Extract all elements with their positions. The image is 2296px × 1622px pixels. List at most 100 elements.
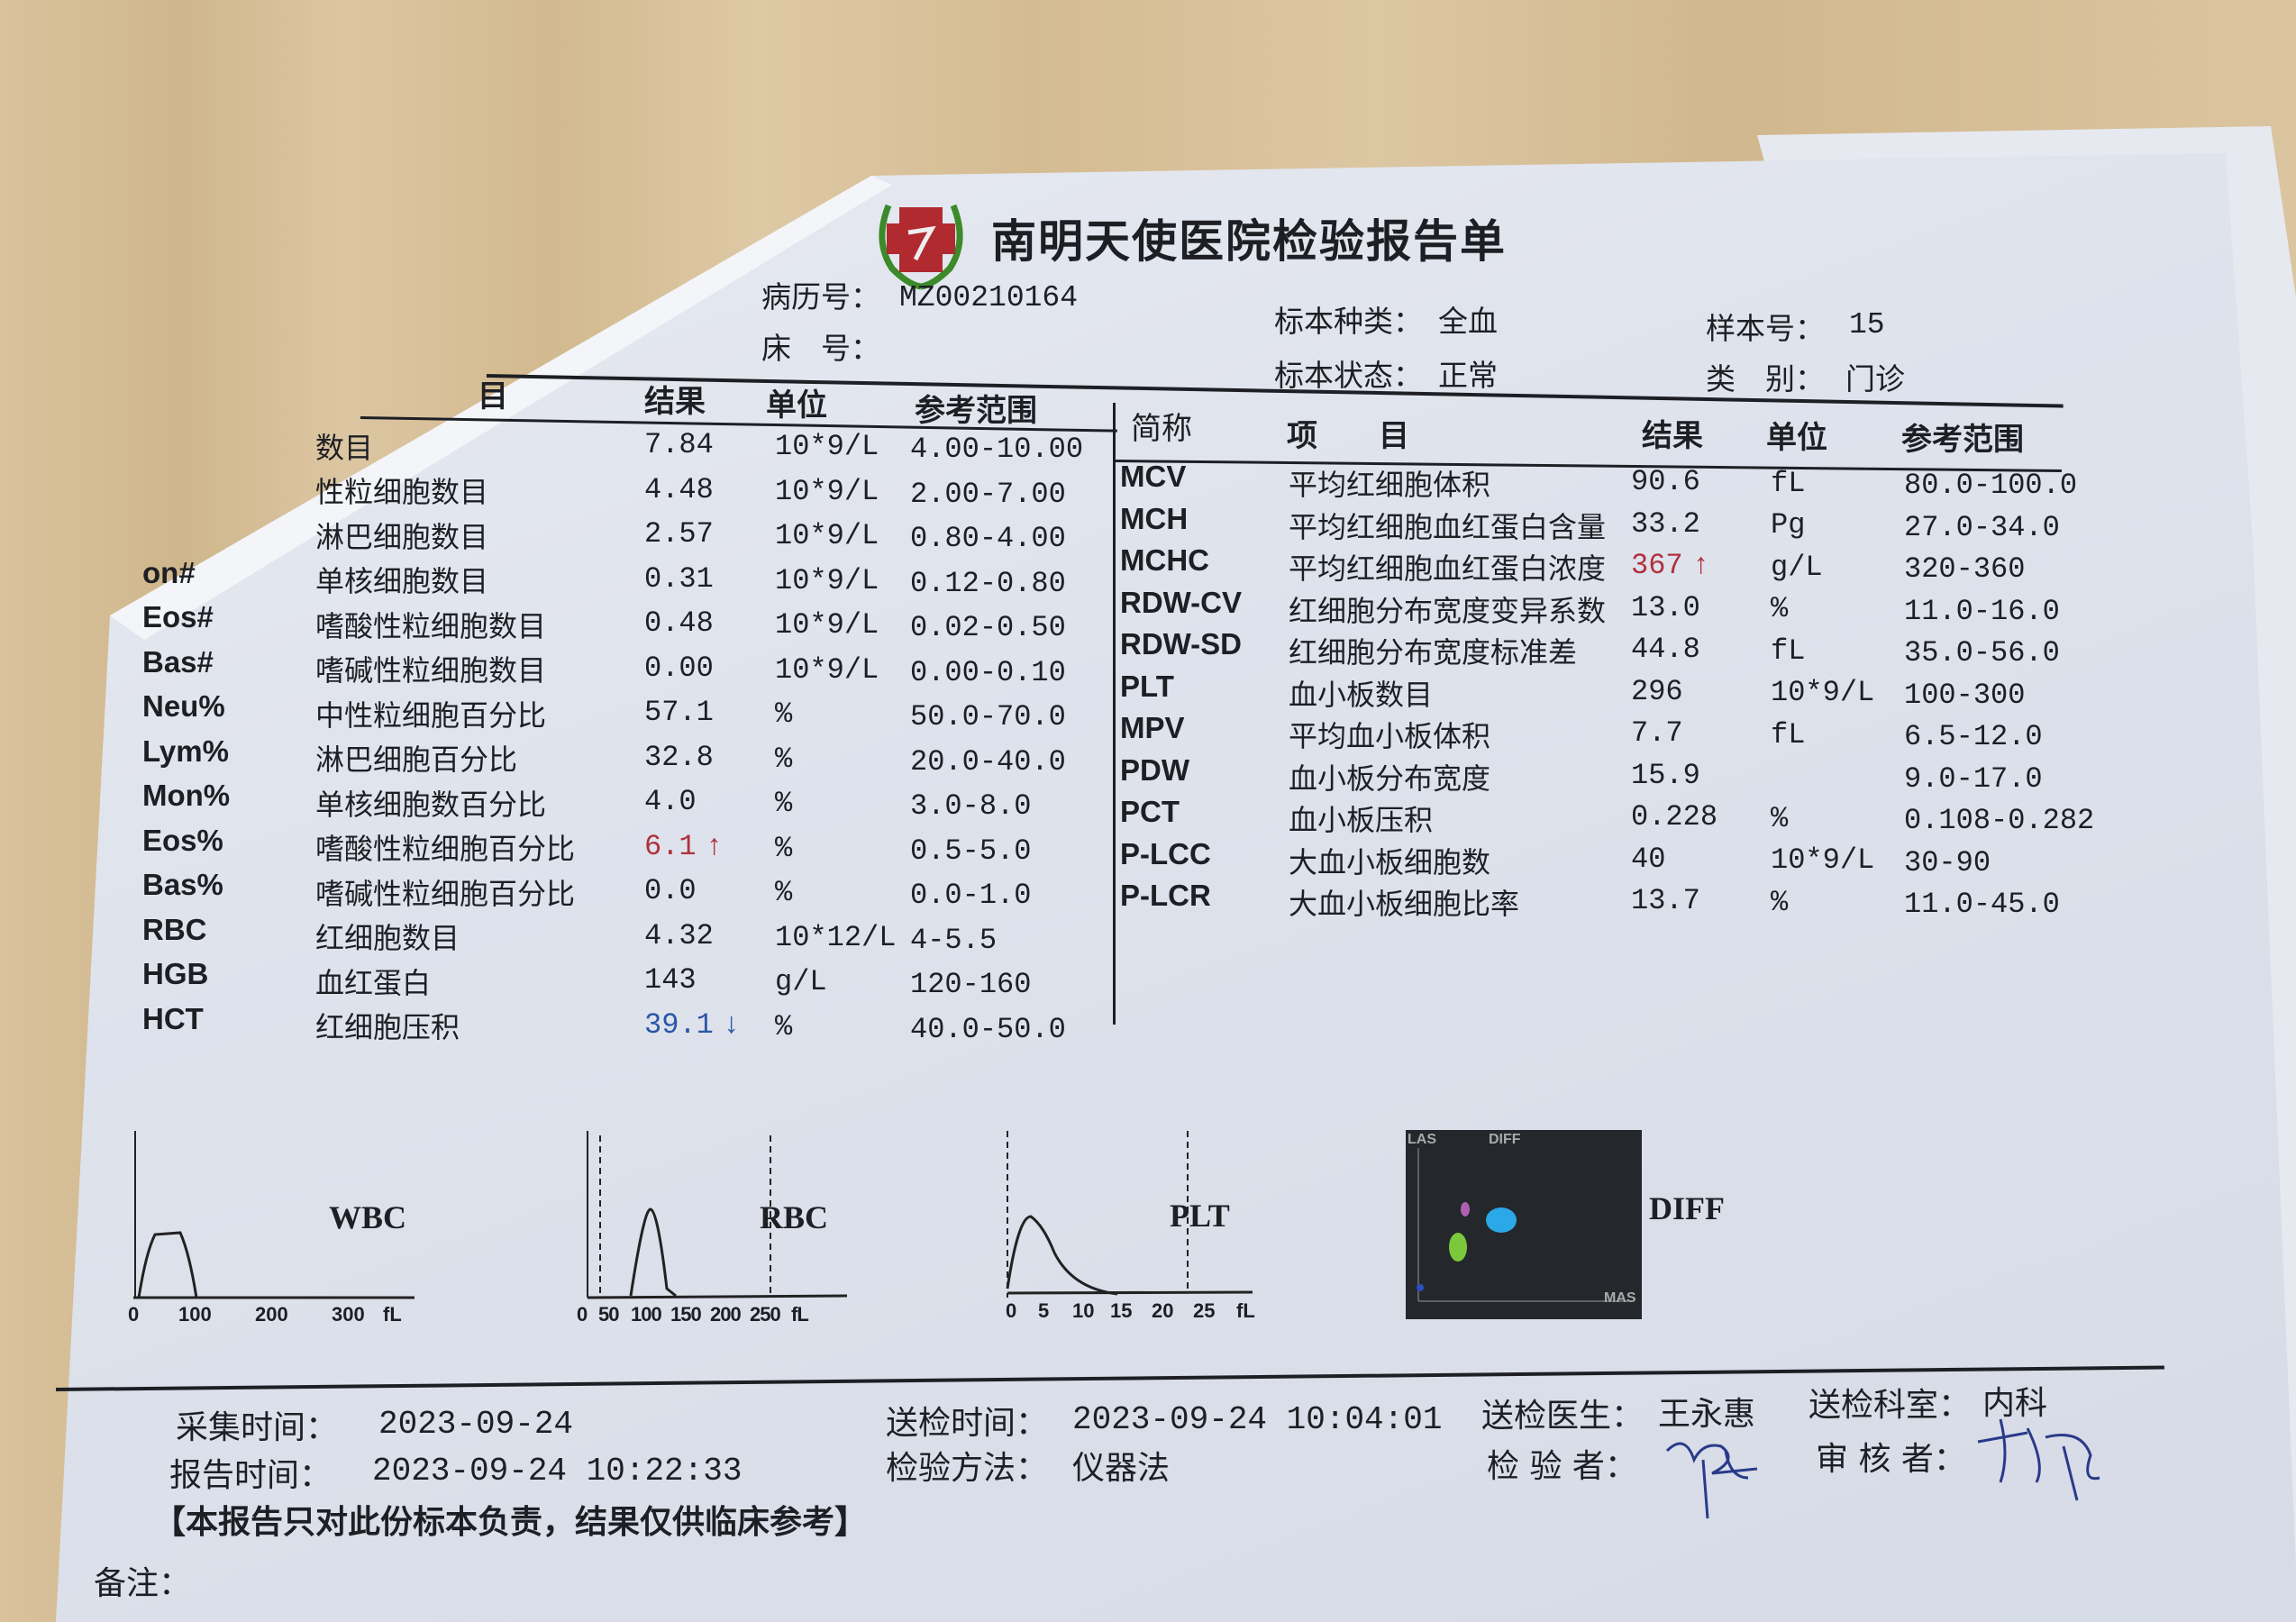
left-header-result: 结果 (644, 384, 706, 420)
row-range: 35.0-56.0 (1904, 636, 2060, 670)
row-range: 120-160 (910, 968, 1032, 1001)
row-code: PDW (1120, 752, 1189, 787)
wbc-tick: 100 (178, 1303, 212, 1326)
specimen-type-label: 标本种类： (1274, 304, 1423, 339)
rbc-tick: 200 (710, 1303, 742, 1326)
row-unit: 10*9/L (775, 430, 879, 463)
record-no: MZ00210164 (899, 281, 1079, 314)
row-range: 4-5.5 (910, 923, 998, 957)
row-name: 嗜酸性粒细胞数目 (315, 608, 547, 643)
row-name: 平均血小板体积 (1289, 719, 1491, 753)
row-name: 中性粒细胞百分比 (315, 697, 547, 733)
row-result: 2.57 (644, 517, 714, 551)
dept-label: 送检科室： (1809, 1387, 1972, 1424)
row-range: 0.108-0.282 (1904, 804, 2095, 837)
submit-time-label: 送检时间： (886, 1405, 1049, 1442)
row-range: 20.0-40.0 (910, 744, 1066, 779)
rbc-histogram (587, 1131, 848, 1299)
row-name: 血小板压积 (1289, 803, 1434, 837)
rbc-tick: 0 (577, 1303, 588, 1326)
row-range: 3.0-8.0 (910, 789, 1032, 823)
sample-no: 15 (1849, 308, 1885, 342)
plt-tick: 10 (1072, 1299, 1095, 1322)
row-unit: 10*12/L (775, 920, 897, 954)
row-unit: % (775, 787, 793, 820)
row-range: 0.80-4.00 (910, 522, 1066, 555)
row-result: 13.0 (1631, 590, 1700, 624)
diff-scatterplot (1406, 1130, 1642, 1319)
plt-tick: 5 (1038, 1299, 1050, 1322)
row-code: PLT (1120, 669, 1174, 703)
row-name: 性粒细胞数目 (315, 475, 489, 510)
row-unit: 10*9/L (775, 608, 879, 642)
row-range: 80.0-100.0 (1904, 469, 2078, 502)
row-unit: g/L (775, 965, 827, 998)
submit-time: 2023-09-24 10:04:01 (1072, 1401, 1443, 1438)
plt-tick: 25 (1193, 1299, 1216, 1322)
plt-tick: 0 (1006, 1299, 1017, 1322)
row-name: 大血小板细胞数 (1289, 844, 1491, 879)
rbc-tick: fL (791, 1303, 809, 1326)
rbc-tick: 250 (750, 1303, 781, 1326)
row-range: 9.0-17.0 (1904, 761, 2043, 796)
row-result: 4.48 (644, 472, 714, 506)
row-result: 6.1 (644, 829, 697, 863)
row-unit: % (1771, 885, 1789, 919)
hospital-logo-icon (879, 204, 963, 290)
right-header-range: 参考范围 (1901, 422, 2024, 458)
row-result: 13.7 (1631, 884, 1700, 917)
row-unit: % (1771, 592, 1789, 625)
row-unit: 10*9/L (775, 474, 879, 508)
reviewer-label: 审 核 者： (1816, 1441, 1966, 1478)
sample-no-label: 样本号： (1706, 311, 1825, 346)
row-code: Eos% (142, 823, 223, 857)
row-result: 0.00 (644, 651, 714, 685)
row-code: HCT (142, 1001, 204, 1035)
column-separator (1113, 403, 1116, 1025)
wbc-tick: 300 (332, 1303, 365, 1326)
row-result: 0.31 (644, 561, 714, 596)
row-result: 7.7 (1631, 716, 1683, 750)
rbc-tick: 100 (631, 1303, 662, 1326)
row-unit: 10*9/L (1771, 676, 1875, 709)
method: 仪器法 (1072, 1450, 1171, 1487)
row-code: MCV (1120, 460, 1187, 493)
row-name: 淋巴细胞数目 (315, 519, 489, 554)
specimen-type: 全血 (1438, 304, 1498, 339)
row-result: 0.48 (644, 606, 714, 641)
rbc-tick: 50 (598, 1303, 620, 1326)
right-header-code: 简称 (1131, 411, 1192, 447)
row-name: 红细胞压积 (315, 1010, 460, 1045)
row-code: MPV (1120, 711, 1185, 744)
row-code: Mon% (142, 779, 231, 812)
row-unit: % (775, 1009, 793, 1043)
rbc-label: RBC (760, 1199, 829, 1235)
row-unit: 10*9/L (775, 652, 879, 687)
row-range: 0.5-5.0 (910, 834, 1032, 868)
row-name: 平均红细胞血红蛋白含量 (1289, 509, 1607, 544)
right-header-unit: 单位 (1766, 420, 1827, 456)
wbc-tick: 0 (128, 1303, 140, 1326)
wbc-histogram (133, 1131, 415, 1299)
row-range: 0.12-0.80 (910, 566, 1066, 600)
plt-tick: 20 (1152, 1299, 1174, 1322)
row-result: 143 (644, 963, 697, 998)
row-unit: fL (1771, 633, 1806, 668)
row-unit: 10*9/L (1771, 843, 1875, 877)
row-code: RBC (142, 912, 207, 946)
row-code: on# (142, 555, 196, 589)
row-code: PCT (1120, 795, 1180, 828)
row-code: MCHC (1120, 543, 1209, 577)
row-unit: 10*9/L (775, 563, 879, 597)
diff-axis-top: DIFF (1489, 1132, 1521, 1147)
row-range: 0.02-0.50 (910, 611, 1066, 644)
row-result: 367 (1631, 549, 1683, 582)
category: 门诊 (1845, 361, 1905, 396)
bed-label: 床 号： (761, 331, 880, 366)
dept: 内科 (1982, 1385, 2048, 1422)
row-unit: Pg (1771, 508, 1806, 542)
row-code: HGB (142, 957, 209, 990)
row-name: 嗜碱性粒细胞百分比 (315, 876, 576, 911)
row-name: 血小板数目 (1289, 677, 1434, 712)
row-range: 40.0-50.0 (910, 1012, 1066, 1046)
